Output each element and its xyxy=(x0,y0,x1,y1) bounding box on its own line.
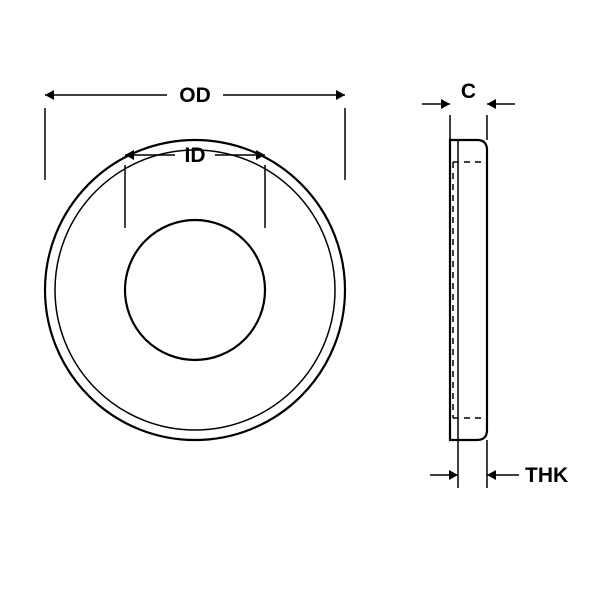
c-label: C xyxy=(461,80,476,103)
front-view: OD ID xyxy=(45,84,345,440)
od-label: OD xyxy=(179,84,211,107)
id-label: ID xyxy=(185,144,206,167)
side-view: C THK xyxy=(422,80,568,488)
thk-label: THK xyxy=(525,464,568,487)
